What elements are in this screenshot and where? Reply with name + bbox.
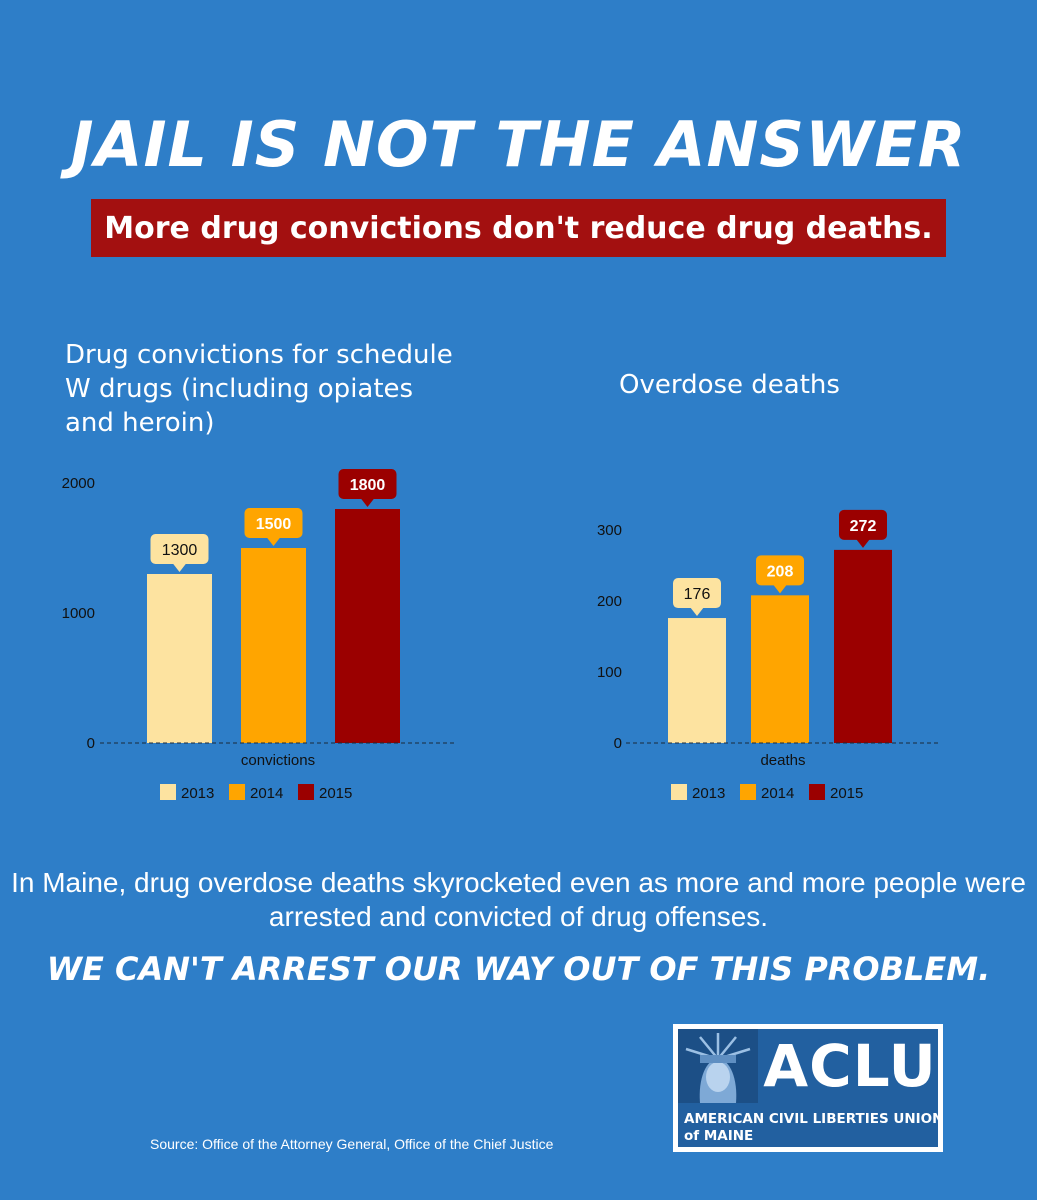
body-text: In Maine, drug overdose deaths skyrocket… xyxy=(11,867,1026,932)
statue-of-liberty-icon xyxy=(678,1029,758,1103)
aclu-logo: ACLU AMERICAN CIVIL LIBERTIES UNION of M… xyxy=(673,1024,943,1152)
legend-swatch-2013 xyxy=(160,784,176,800)
legend-label-2013: 2013 xyxy=(692,785,725,802)
y-tick-label: 100 xyxy=(597,664,622,681)
bar-2014 xyxy=(751,595,809,743)
data-label-box xyxy=(839,509,887,540)
data-label-2015: 272 xyxy=(839,509,887,548)
data-label-text: 208 xyxy=(767,563,794,580)
bar-2015 xyxy=(834,549,892,743)
data-label-2013: 1300 xyxy=(150,534,209,572)
legend-swatch-2015 xyxy=(809,784,825,800)
bar-2013 xyxy=(668,618,726,743)
y-tick-label: 200 xyxy=(597,593,622,610)
bar-2013 xyxy=(147,574,212,743)
convictions-chart-title: Drug convictions for schedule W drugs (i… xyxy=(65,340,453,438)
y-tick-label: 1000 xyxy=(62,605,95,622)
logo-org-name: AMERICAN CIVIL LIBERTIES UNION xyxy=(684,1111,944,1127)
x-category-label: deaths xyxy=(760,752,805,769)
data-label-pointer xyxy=(172,563,187,572)
data-label-text: 176 xyxy=(684,586,711,603)
subheadline-banner: More drug convictions don't reduce drug … xyxy=(91,199,946,257)
data-label-text: 1300 xyxy=(162,542,198,559)
logo-org-state: of MAINE xyxy=(684,1128,754,1144)
legend-label-2015: 2015 xyxy=(830,785,863,802)
data-label-box xyxy=(150,534,209,564)
data-label-pointer xyxy=(856,538,870,548)
legend-swatch-2014 xyxy=(740,784,756,800)
legend-swatch-2014 xyxy=(229,784,245,800)
data-label-pointer xyxy=(690,607,704,617)
y-tick-label: 300 xyxy=(597,522,622,539)
headline: JAIL IS NOT THE ANSWER xyxy=(70,108,967,181)
data-label-text: 272 xyxy=(850,518,877,535)
data-label-text: 1800 xyxy=(350,477,386,494)
data-label-box xyxy=(756,555,804,586)
data-label-2014: 1500 xyxy=(244,508,303,546)
y-tick-label: 0 xyxy=(87,735,95,752)
deaths-chart-title: Overdose deaths xyxy=(619,370,840,400)
y-tick-label: 2000 xyxy=(62,475,95,492)
x-category-label: convictions xyxy=(241,752,315,769)
bar-2015 xyxy=(335,509,400,743)
data-label-pointer xyxy=(360,498,375,507)
data-label-box xyxy=(338,469,397,499)
aclu-wordmark: ACLU xyxy=(762,1031,938,1101)
source-note: Source: Office of the Attorney General, … xyxy=(150,1136,554,1152)
legend-label-2014: 2014 xyxy=(761,785,794,802)
data-label-2015: 1800 xyxy=(338,469,397,507)
data-label-box xyxy=(244,508,303,538)
legend-label-2013: 2013 xyxy=(181,785,214,802)
data-label-2013: 176 xyxy=(673,578,721,617)
y-tick-label: 0 xyxy=(614,735,622,752)
tagline: WE CAN'T ARREST OUR WAY OUT OF THIS PROB… xyxy=(46,950,991,988)
legend-label-2014: 2014 xyxy=(250,785,283,802)
data-label-text: 1500 xyxy=(256,516,292,533)
legend-swatch-2015 xyxy=(298,784,314,800)
data-label-2014: 208 xyxy=(756,555,804,594)
legend-label-2015: 2015 xyxy=(319,785,352,802)
legend-swatch-2013 xyxy=(671,784,687,800)
data-label-box xyxy=(673,578,721,609)
data-label-pointer xyxy=(266,537,281,546)
bar-2014 xyxy=(241,548,306,743)
data-label-pointer xyxy=(773,584,787,594)
